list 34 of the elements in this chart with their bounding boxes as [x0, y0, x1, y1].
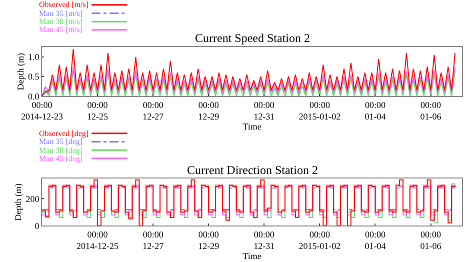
x-tick-label: 00:00 12-29: [198, 100, 220, 122]
legend-label: Observed [m/s]: [39, 0, 89, 9]
legend-label: Man 38 [m/s]: [39, 17, 83, 26]
x-tick-label: 00:00 2015-01-02: [298, 229, 341, 252]
x-tick-label: 00:00 12-31: [254, 229, 275, 252]
x-tick-label: 00:00 12-29: [198, 229, 220, 252]
x-tick-label: 00:00 2014-12-23: [21, 100, 64, 122]
x-tick-label: 00:00 2014-12-25: [76, 229, 120, 252]
text: Man 35 [deg]: [39, 137, 83, 146]
x-tick-label: 00:00 01-06: [420, 229, 442, 252]
x-tick-label: 00:00 01-04: [364, 100, 386, 122]
y-axis-title: Depth (m): [15, 52, 26, 90]
x-tick-label: 00:00 01-06: [420, 100, 442, 122]
legend-label: Man 35 [m/s]: [39, 9, 83, 18]
y-axis-title: Depth (m): [13, 183, 24, 221]
legend-label: Man 45 [m/s]: [39, 25, 83, 34]
x-tick-label: 00:00 12-31: [254, 100, 275, 122]
y-tick-label: 1.0: [28, 52, 40, 62]
x-tick-label: 00:00 12-27: [142, 229, 164, 252]
x-axis-title: Time: [242, 122, 262, 132]
x-tick-label: 00:00 12-25: [87, 100, 109, 122]
y-tick-label: 200: [26, 194, 40, 204]
y-tick-label: 0.5: [28, 72, 40, 82]
x-tick-label: 00:00 2015-01-02: [298, 100, 341, 122]
x-tick-label: 00:00 12-27: [142, 100, 164, 122]
x-axis-title: Time: [242, 251, 262, 262]
text: Observed [deg]: [39, 129, 89, 138]
chart-title: Current Speed Station 2: [195, 31, 310, 45]
y-tick-label: 0.0: [28, 91, 40, 102]
legend-label: Man 38 [deg]: [39, 146, 83, 155]
x-tick-label: 00:00 01-04: [364, 229, 386, 252]
legend-label: Man 45 [deg]: [39, 154, 83, 163]
chart-title: Current Direction Station 2: [187, 163, 318, 177]
y-tick-label: 0: [34, 220, 40, 231]
